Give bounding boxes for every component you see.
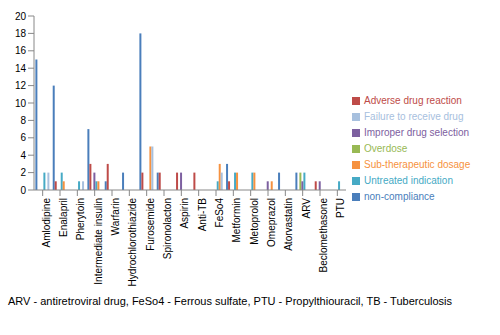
- svg-text:Pherytoin: Pherytoin: [75, 198, 86, 240]
- svg-text:PTU: PTU: [335, 198, 346, 218]
- html-text:Adverse drug reaction: Adverse drug reaction: [364, 95, 462, 106]
- html-text:Sub-therapeutic dosage: Sub-therapeutic dosage: [364, 159, 471, 170]
- svg-text:2: 2: [20, 167, 26, 178]
- svg-text:16: 16: [15, 45, 27, 56]
- html-text:Untreated indication: Untreated indication: [364, 175, 453, 186]
- html-text:Improper drug selection: Improper drug selection: [364, 127, 470, 138]
- svg-text:Aspirin: Aspirin: [179, 198, 190, 229]
- html-text:ARV - antiretroviral drug, FeS: ARV - antiretroviral drug, FeSo4 - Ferro…: [8, 295, 452, 307]
- svg-text:Furosemide: Furosemide: [145, 198, 156, 251]
- svg-text:10: 10: [15, 98, 27, 109]
- svg-text:Beclomethasone: Beclomethasone: [318, 198, 329, 273]
- html-text:Overdose: Overdose: [364, 143, 408, 154]
- svg-text:14: 14: [15, 63, 27, 74]
- svg-text:Metformin: Metformin: [231, 198, 242, 242]
- svg-text:6: 6: [20, 132, 26, 143]
- svg-text:Amlodipine: Amlodipine: [41, 198, 52, 248]
- svg-text:Metoprolol: Metoprolol: [249, 198, 260, 245]
- svg-text:12: 12: [15, 80, 27, 91]
- svg-text:4: 4: [20, 150, 26, 161]
- svg-text:18: 18: [15, 28, 27, 39]
- svg-text:Omeprazol: Omeprazol: [266, 198, 277, 247]
- svg-text:Enalapril: Enalapril: [58, 198, 69, 237]
- svg-text:Warfarin: Warfarin: [110, 198, 121, 235]
- svg-text:Hydrochlorothiazide: Hydrochlorothiazide: [127, 198, 138, 287]
- svg-text:0: 0: [20, 185, 26, 196]
- html-text:non-compliance: non-compliance: [364, 191, 435, 202]
- svg-text:Intermediate insulin: Intermediate insulin: [93, 198, 104, 285]
- svg-text:FeSo4: FeSo4: [214, 198, 225, 228]
- html-text:Failure to receive drug: Failure to receive drug: [364, 111, 464, 122]
- svg-text:Anti-TB: Anti-TB: [197, 198, 208, 232]
- svg-text:ARV: ARV: [301, 198, 312, 219]
- svg-text:20: 20: [15, 11, 27, 22]
- svg-text:Spironolacton: Spironolacton: [162, 198, 173, 259]
- svg-text:Atorvastatin: Atorvastatin: [283, 198, 294, 251]
- svg-text:8: 8: [20, 115, 26, 126]
